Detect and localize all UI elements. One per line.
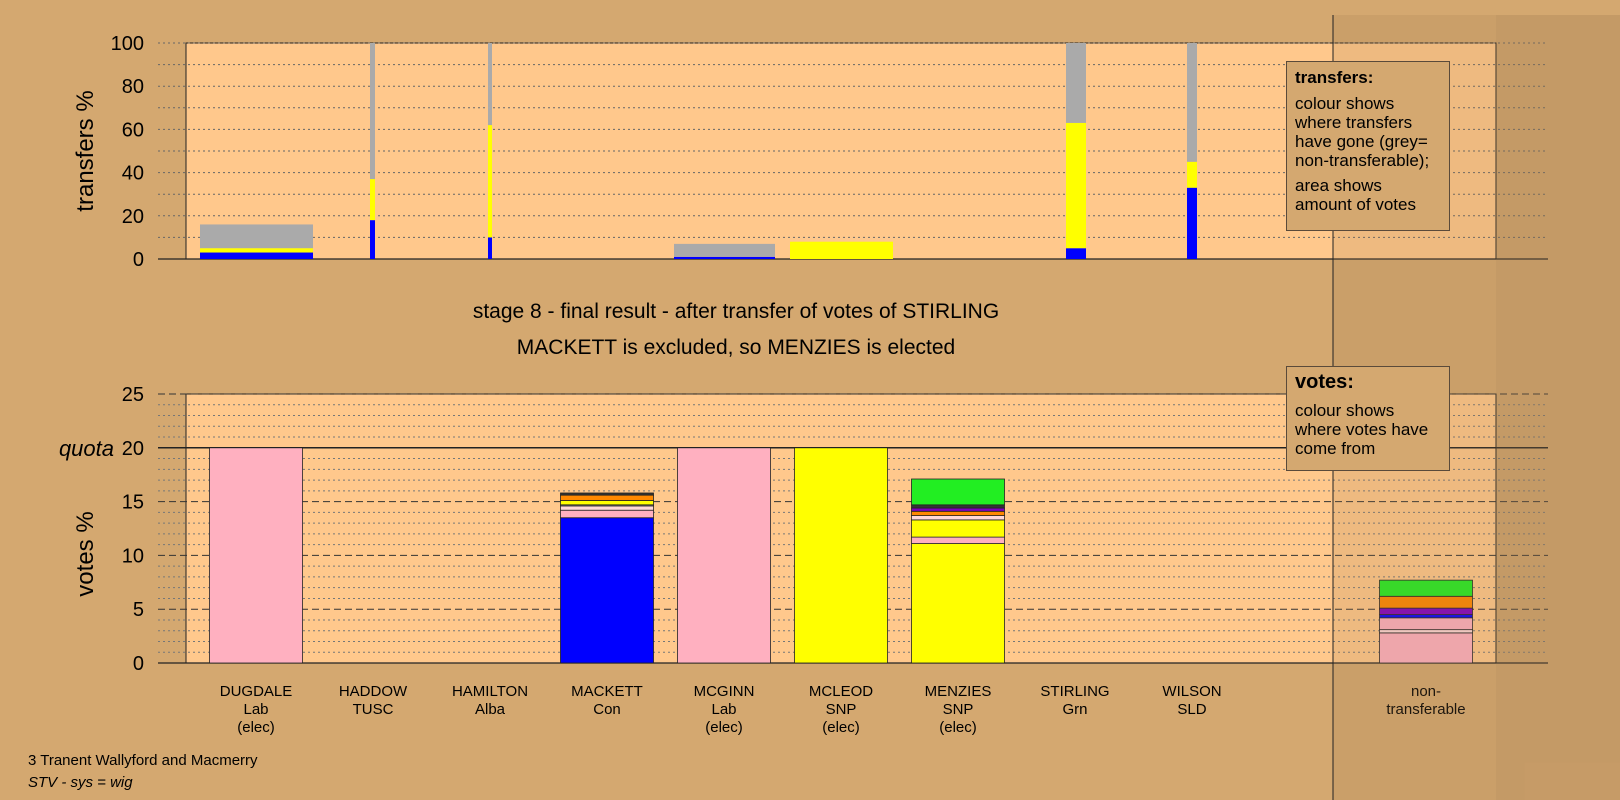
transfers-legend-text-2: area shows amount of votes	[1295, 176, 1416, 214]
system-note: STV - sys = wig	[28, 774, 133, 791]
transfer-segment-hamilton	[488, 237, 492, 259]
vote-segment-mackett	[560, 517, 654, 664]
transfer-segment-stirling	[1066, 122, 1086, 249]
candidate-label: MCGINN	[694, 683, 755, 700]
votes-y-tick-label: 5	[133, 599, 144, 621]
transfers-legend-text-1: colour shows where transfers have gone (…	[1295, 94, 1430, 170]
transfer-segment-wilson	[1187, 187, 1197, 259]
candidate-label: SLD	[1177, 701, 1206, 718]
transfer-segment-wilson	[1187, 161, 1197, 188]
transfers-y-tick-label: 0	[133, 249, 144, 271]
transfer-segment-wilson	[1187, 43, 1197, 162]
candidate-label: SNP	[826, 701, 857, 718]
candidate-label: non-	[1411, 683, 1441, 700]
votes-legend-title: votes:	[1295, 371, 1354, 393]
transfers-legend-title: transfers:	[1295, 68, 1374, 87]
transfer-segment-hamilton	[488, 125, 492, 238]
votes-y-axis-label: votes %	[72, 511, 99, 596]
candidate-label: SNP	[943, 701, 974, 718]
transfers-y-tick-label: 100	[111, 33, 144, 55]
transfer-segment-stirling	[1066, 43, 1086, 123]
vote-segment-mackett	[560, 509, 654, 519]
candidate-label: Lab	[243, 701, 268, 718]
transfer-segment-mcginn	[674, 243, 775, 257]
candidate-label: WILSON	[1162, 683, 1221, 700]
transfer-segment-mcleod	[790, 241, 893, 259]
candidate-label: HAMILTON	[452, 683, 528, 700]
transfer-segment-haddow	[370, 220, 375, 259]
vote-segment-mcginn	[677, 447, 771, 664]
vote-segment-menzies	[911, 543, 1005, 664]
right-margin-shade	[1496, 15, 1620, 800]
candidate-label: (elec)	[822, 719, 860, 736]
candidate-label: (elec)	[237, 719, 275, 736]
votes-legend: votes: colour shows where votes have com…	[1286, 366, 1450, 471]
transfer-segment-dugdale	[200, 224, 313, 249]
stage-result: MACKETT is excluded, so MENZIES is elect…	[517, 336, 955, 359]
transfer-segment-mcginn	[674, 256, 775, 259]
transfer-segment-haddow	[370, 179, 375, 221]
vote-segment-menzies	[911, 478, 1005, 506]
vote-segment-menzies	[911, 507, 1005, 512]
candidate-label: MENZIES	[925, 683, 992, 700]
transfer-segment-dugdale	[200, 252, 313, 259]
transfers-y-tick-label: 60	[122, 119, 144, 141]
candidate-label: Lab	[711, 701, 736, 718]
votes-y-tick-label: 15	[122, 492, 144, 514]
candidate-label: (elec)	[939, 719, 977, 736]
ward-name: 3 Tranent Wallyford and Macmerry	[28, 752, 258, 769]
candidate-label: MCLEOD	[809, 683, 873, 700]
votes-y-tick-label: 10	[122, 545, 144, 567]
transfers-y-tick-label: 20	[122, 206, 144, 228]
vote-segment-menzies	[911, 536, 1005, 544]
votes-y-tick-label: 25	[122, 384, 144, 406]
transfer-segment-haddow	[370, 43, 375, 180]
candidate-label: Con	[593, 701, 621, 718]
votes-legend-text: colour shows where votes have come from	[1295, 401, 1429, 458]
vote-segment-mackett	[560, 505, 654, 511]
vote-segment-mackett	[560, 492, 654, 496]
votes-y-tick-label: 20	[122, 438, 144, 460]
candidate-label: Alba	[475, 701, 506, 718]
vote-segment-menzies	[911, 519, 1005, 538]
transfers-legend: transfers: colour shows where transfers …	[1286, 61, 1450, 231]
vote-segment-menzies	[911, 510, 1005, 516]
vote-segment-menzies	[911, 504, 1005, 509]
vote-segment-non	[1379, 579, 1473, 597]
vote-segment-mackett	[560, 494, 654, 501]
transfers-y-tick-label: 80	[122, 76, 144, 98]
candidate-label: Grn	[1062, 701, 1087, 718]
transfer-segment-stirling	[1066, 248, 1086, 259]
votes-y-tick-label: 0	[133, 653, 144, 675]
transfer-segment-dugdale	[200, 248, 313, 253]
candidate-label: TUSC	[353, 701, 394, 718]
quota-label: quota	[59, 436, 114, 461]
candidate-label: transferable	[1386, 701, 1465, 718]
candidate-label: MACKETT	[571, 683, 643, 700]
vote-segment-dugdale	[209, 447, 303, 664]
vote-segment-mackett	[560, 500, 654, 506]
transfers-y-axis-label: transfers %	[72, 90, 99, 211]
stage-title: stage 8 - final result - after transfer …	[473, 300, 999, 323]
candidate-label: DUGDALE	[220, 683, 293, 700]
candidate-label: STIRLING	[1040, 683, 1109, 700]
candidate-label: HADDOW	[339, 683, 408, 700]
transfer-segment-hamilton	[488, 43, 492, 126]
candidate-label: (elec)	[705, 719, 743, 736]
transfers-y-tick-label: 40	[122, 163, 144, 185]
vote-segment-mcleod	[794, 447, 888, 664]
vote-segment-menzies	[911, 515, 1005, 521]
